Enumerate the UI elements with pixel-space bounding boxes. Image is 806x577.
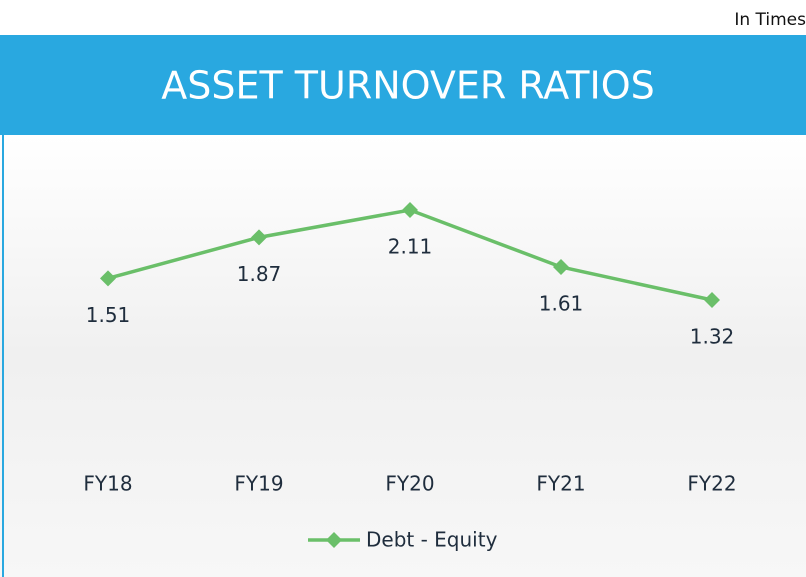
point-marker [704,292,720,308]
chart-title: ASSET TURNOVER RATIOS [161,64,654,108]
plot-panel [0,135,806,577]
units-note: In Times [734,10,806,30]
legend-marker [326,532,342,548]
x-tick-label: FY18 [83,472,132,496]
point-marker [553,258,569,275]
panel-border [2,135,4,577]
x-tick-label: FY19 [234,472,283,496]
point-marker [402,202,418,218]
x-tick-label: FY21 [536,472,585,496]
x-tick-label: FY22 [687,472,736,496]
data-label: 1.87 [237,262,282,286]
data-label: 2.11 [388,235,433,259]
legend-label: Debt - Equity [366,528,498,552]
data-label: 1.32 [690,325,735,349]
x-tick-label: FY20 [385,472,434,496]
data-label: 1.61 [539,291,584,315]
data-label: 1.51 [86,303,131,327]
point-marker [100,270,116,287]
point-marker [251,229,267,246]
header-band [0,35,806,135]
